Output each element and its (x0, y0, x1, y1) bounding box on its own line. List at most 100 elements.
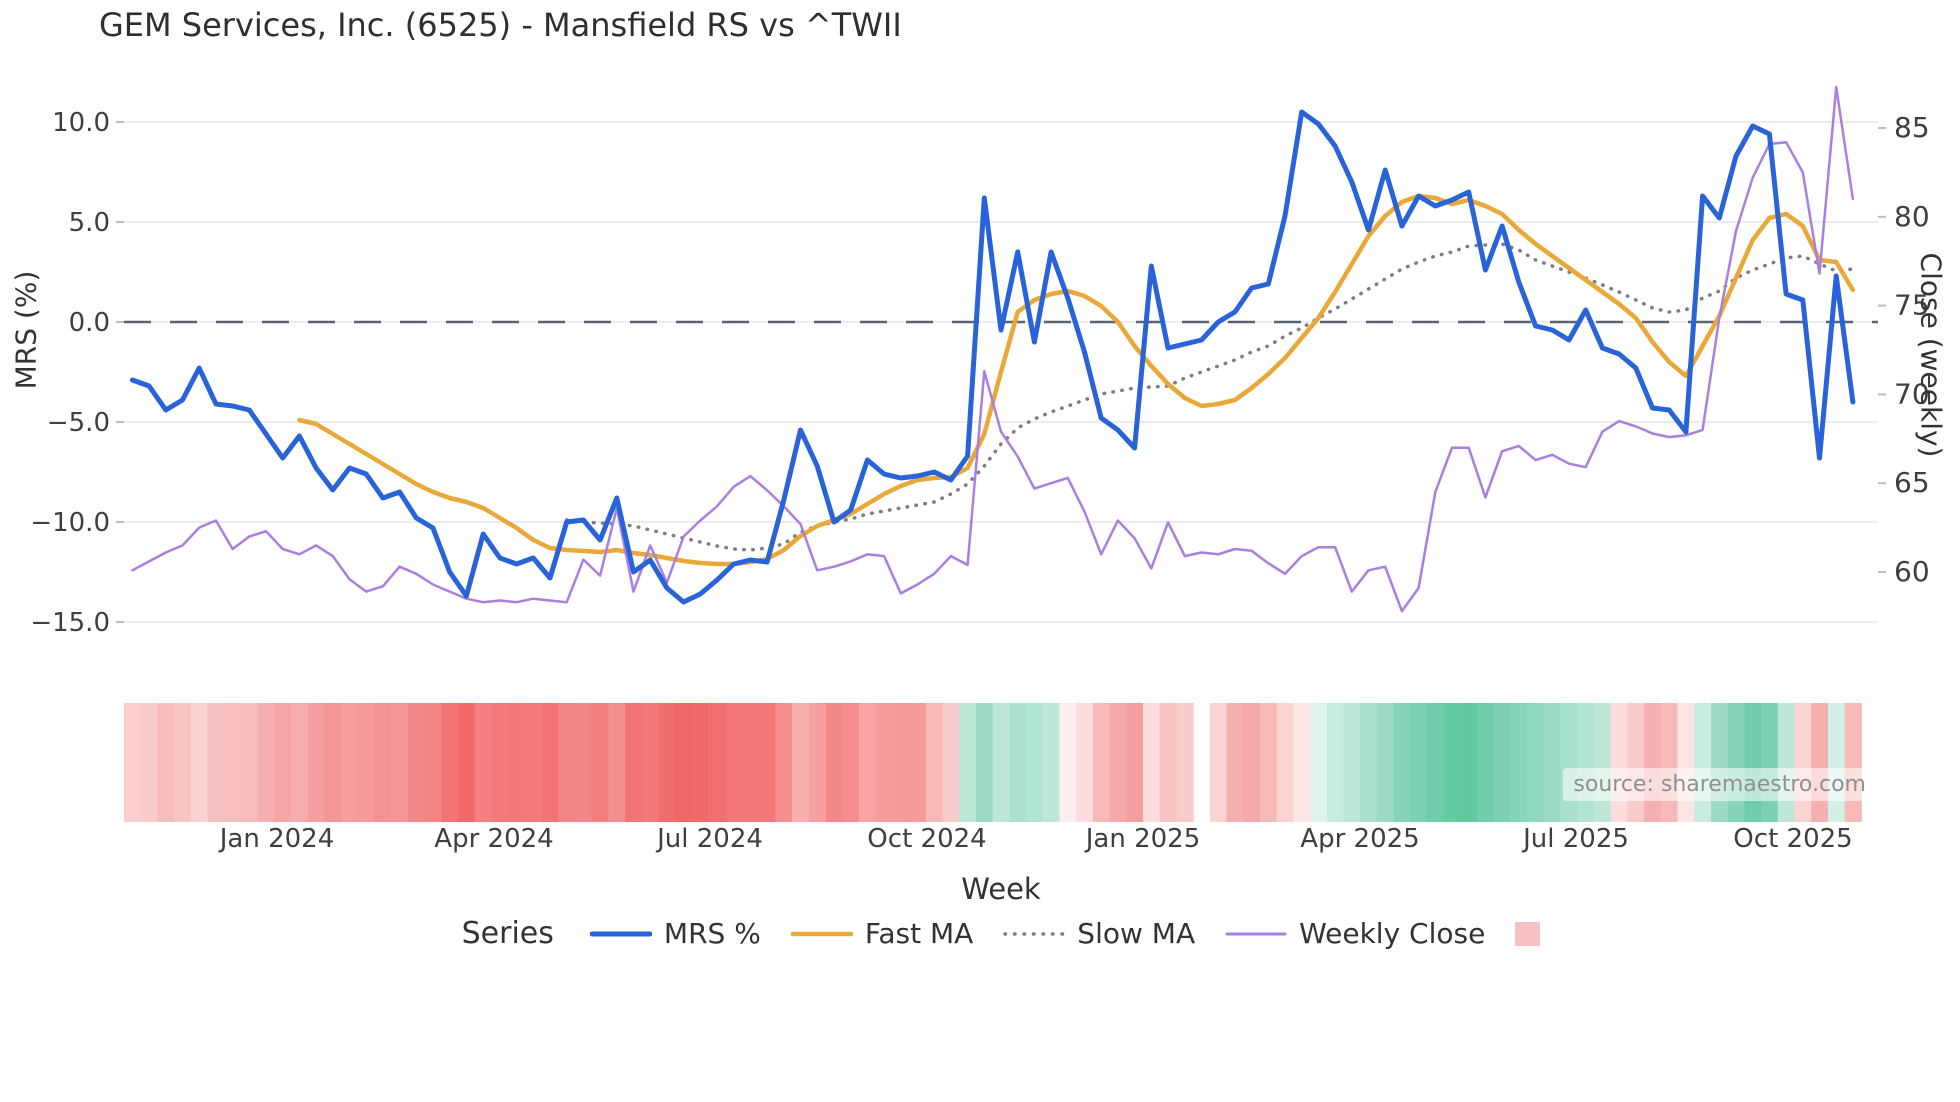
x-tick-label: Oct 2025 (1733, 824, 1853, 854)
heatmap-cell (357, 703, 376, 822)
x-tick-label: Jan 2025 (1085, 824, 1201, 854)
right-tick-label: 60 (1894, 555, 1930, 588)
left-tick-label: −10.0 (30, 508, 110, 538)
heatmap-cell (441, 703, 459, 822)
heatmap-cell (608, 703, 626, 822)
heatmap-cell (1694, 703, 1712, 822)
heatmap-cell (1042, 703, 1061, 822)
heatmap-cell (174, 703, 192, 822)
heatmap-cell (1594, 703, 1612, 822)
heatmap-cell (1343, 703, 1361, 822)
left-tick-label: 10.0 (52, 108, 110, 138)
x-tick-label: Apr 2025 (1300, 824, 1420, 854)
heatmap-cell (1310, 703, 1328, 822)
heatmap-cell (1477, 703, 1495, 822)
heatmap-cell (825, 703, 843, 822)
x-tick-label: Jul 2025 (1523, 824, 1629, 854)
heatmap-cell (157, 703, 175, 822)
left-tick-label: −5.0 (47, 408, 110, 438)
heatmap-cell (1226, 703, 1244, 822)
right-tick-label: 85 (1894, 111, 1930, 144)
heatmap-cell (1744, 703, 1762, 822)
heatmap-cell (257, 703, 275, 822)
right-axis-title: Close (weekly) (1914, 252, 1948, 458)
heatmap-cell (1293, 703, 1311, 822)
heatmap-cell (1410, 703, 1428, 822)
heatmap-cell (1710, 703, 1729, 822)
heatmap-cell (675, 703, 693, 822)
heatmap-cell (1627, 703, 1645, 822)
heatmap-cell (1644, 703, 1662, 822)
heatmap-cell (1727, 703, 1745, 822)
right-tick-label: 80 (1894, 200, 1930, 233)
heatmap-cell (575, 703, 593, 822)
heatmap-cell (1393, 703, 1411, 822)
heatmap-cell (491, 703, 509, 822)
heatmap-cell (391, 703, 409, 822)
heatmap-cell (691, 703, 710, 822)
heatmap-cell (1142, 703, 1161, 822)
heatmap-cell (274, 703, 292, 822)
heatmap-cell (842, 703, 860, 822)
heatmap-cell (1460, 703, 1478, 822)
legend-item-fast-ma: Fast MA (790, 917, 973, 950)
heatmap-cell (775, 703, 793, 822)
heatmap-cell (1827, 703, 1846, 822)
source-watermark: source: sharemaestro.com (1563, 768, 1876, 801)
legend: Series MRS % Fast MA Slow MA Weekly Close (124, 916, 1878, 951)
heatmap-cell (1811, 703, 1829, 822)
heatmap-cell (859, 703, 877, 822)
legend-label: Slow MA (1077, 917, 1196, 950)
mrs--line (129, 109, 1856, 605)
heatmap-cell (324, 703, 342, 822)
heatmap-cell (524, 703, 543, 822)
heatmap-cell (1209, 703, 1228, 822)
heatmap-cell (975, 703, 994, 822)
heatmap-cell (909, 703, 927, 822)
heatmap-cell (959, 703, 977, 822)
legend-label: MRS % (663, 917, 761, 950)
left-tick-label: 5.0 (69, 208, 110, 238)
heatmap-cell (1243, 703, 1261, 822)
legend-label: Weekly Close (1299, 917, 1486, 950)
heatmap-cell (1159, 703, 1177, 822)
right-tick-label: 75 (1894, 289, 1930, 322)
heatmap-cell (207, 703, 225, 822)
x-tick-label: Oct 2024 (867, 824, 987, 854)
heatmap-cell (1560, 703, 1578, 822)
heatmap-cell (892, 703, 910, 822)
heatmap-cell (1510, 703, 1528, 822)
heatmap-cell (708, 703, 726, 822)
heatmap-cell (1259, 703, 1278, 822)
legend-heatmap-swatch (1515, 921, 1541, 946)
heatmap-cell (742, 703, 760, 822)
heatmap-cell (808, 703, 827, 822)
legend-line-swatch (790, 931, 853, 936)
heatmap-cell (1610, 703, 1629, 822)
heatmap-cell (925, 703, 944, 822)
heatmap-cell (1426, 703, 1445, 822)
slow-ma-line (564, 242, 1855, 552)
heatmap-cell (758, 703, 777, 822)
heatmap-cell (307, 703, 326, 822)
heatmap-cell (1092, 703, 1111, 822)
heatmap-cell (625, 703, 643, 822)
heatmap-cell (1844, 703, 1862, 822)
heatmap-cell (1326, 703, 1345, 822)
legend-item-mrs-: MRS % (589, 917, 761, 950)
legend-title: Series (461, 916, 554, 951)
heatmap-cell (1076, 703, 1094, 822)
x-axis-title: Week (961, 872, 1041, 906)
heatmap-cell (725, 703, 743, 822)
heatmap-cell (1660, 703, 1679, 822)
heatmap-cell (558, 703, 576, 822)
weekly-close-line (131, 85, 1855, 613)
heatmap-cell (942, 703, 960, 822)
heatmap-cell (875, 703, 894, 822)
heatmap-cell (140, 703, 158, 822)
heatmap-cell (190, 703, 209, 822)
heatmap-cell (458, 703, 476, 822)
heatmap-cell (508, 703, 526, 822)
heatmap-cell (1677, 703, 1695, 822)
